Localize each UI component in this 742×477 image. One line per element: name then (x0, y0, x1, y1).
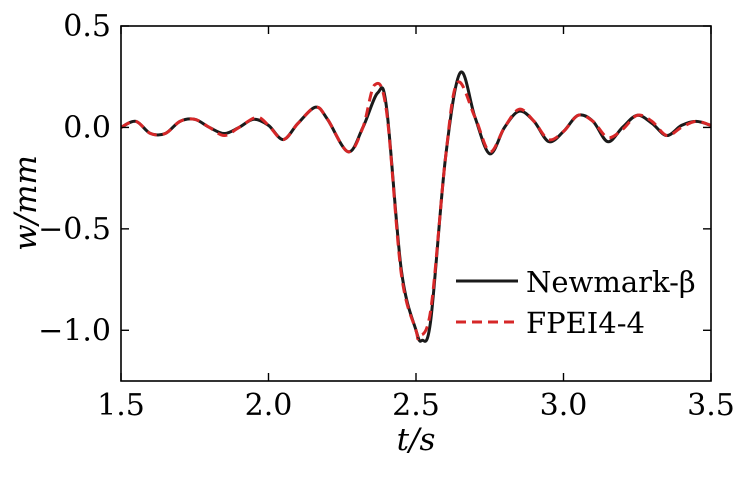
x-axis-label: t/s (397, 422, 436, 458)
x-tick-label: 3.0 (540, 388, 588, 423)
y-tick-label: 0.0 (63, 110, 111, 145)
tick-labels: 1.5 2.0 2.5 3.0 3.5 −1.0 −0.5 0.0 0.5 (38, 9, 735, 423)
legend-label-newmark: Newmark-β (526, 265, 696, 299)
y-tick-label: 0.5 (63, 9, 111, 44)
y-axis-label: w/mm (8, 155, 44, 251)
series-line-1 (120, 80, 712, 341)
series-line-0 (120, 70, 712, 343)
legend: Newmark-β FPEI4-4 (456, 265, 696, 340)
legend-label-fpei: FPEI4-4 (526, 306, 645, 340)
axis-ticks (120, 25, 712, 381)
x-tick-label: 3.5 (687, 388, 735, 423)
x-tick-label: 2.5 (392, 388, 440, 423)
plot-lines (120, 70, 712, 343)
x-tick-label: 2.0 (245, 388, 293, 423)
x-tick-label: 1.5 (97, 388, 145, 423)
y-tick-label: −0.5 (38, 212, 111, 247)
y-tick-label: −1.0 (38, 313, 111, 348)
